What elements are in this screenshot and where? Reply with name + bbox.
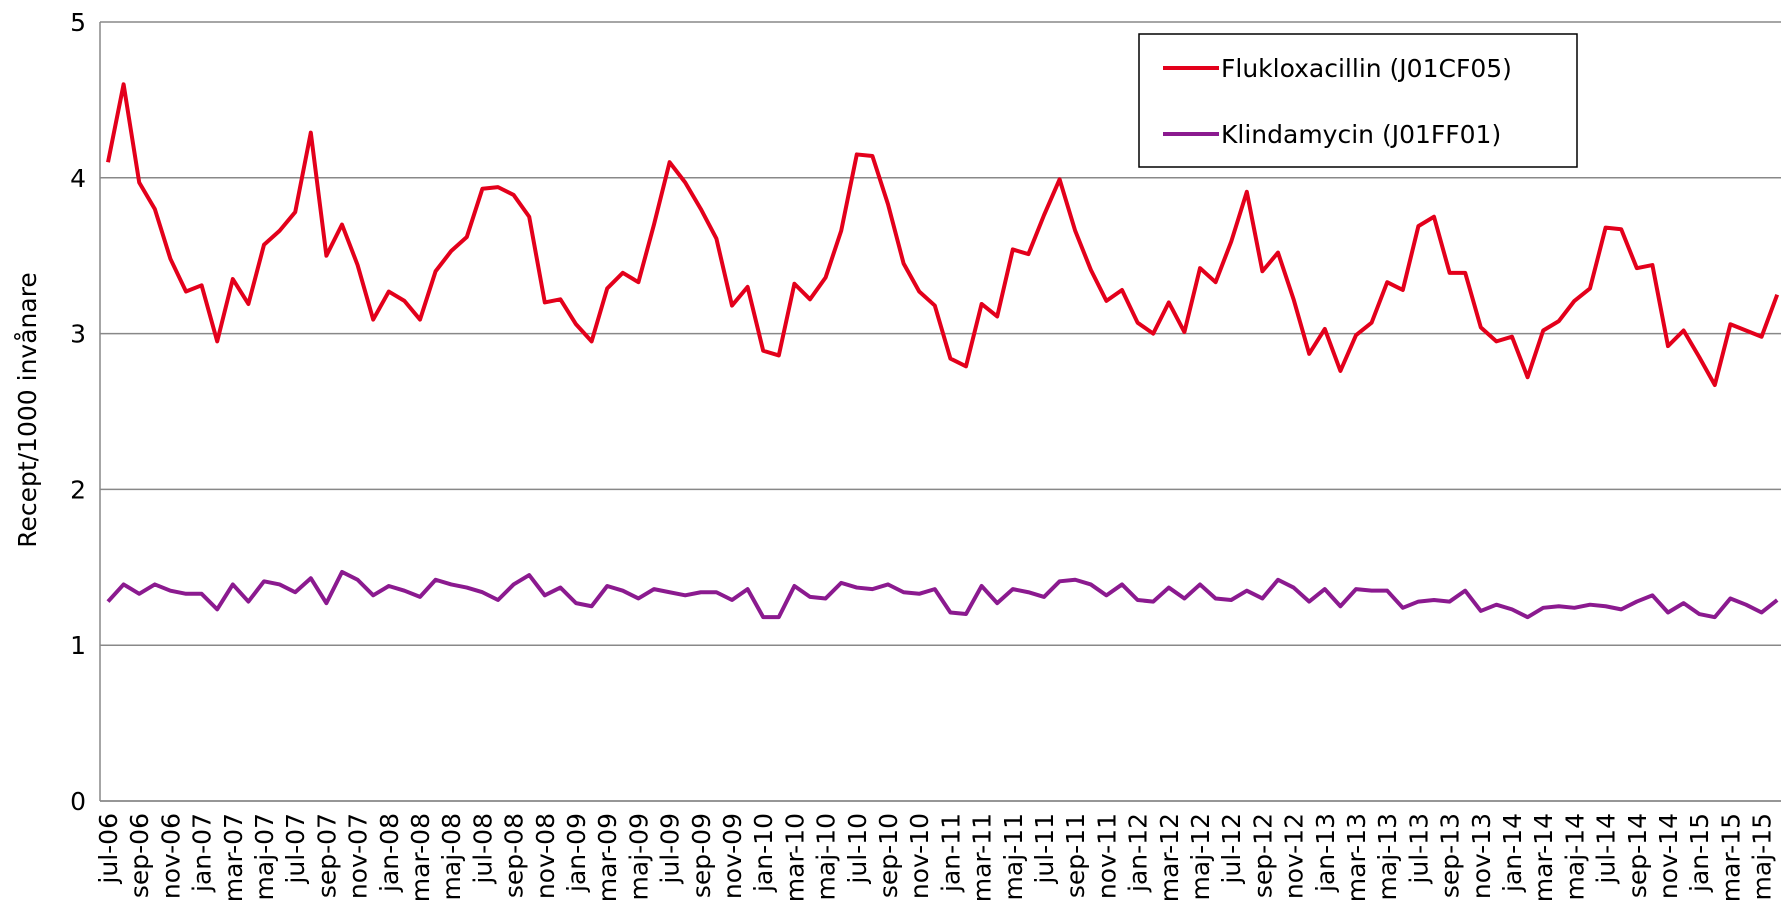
- x-tick-label: maj-11: [999, 813, 1028, 900]
- x-tick-label: nov-10: [905, 813, 934, 899]
- x-tick-label: maj-14: [1560, 813, 1589, 900]
- x-tick-label: sep-10: [874, 813, 903, 898]
- x-tick-label: mar-13: [1342, 813, 1371, 902]
- y-tick-label: 0: [70, 787, 86, 816]
- x-tick-label: jul-14: [1592, 813, 1621, 885]
- x-tick-label: jan-15: [1685, 813, 1714, 893]
- x-tick-label: nov-08: [531, 813, 560, 899]
- x-tick-label: nov-09: [718, 813, 747, 899]
- x-tick-label: jan-08: [375, 813, 404, 893]
- x-tick-label: sep-12: [1248, 813, 1277, 898]
- x-tick-label: sep-08: [500, 813, 529, 898]
- x-tick-label: maj-15: [1748, 813, 1777, 900]
- x-tick-label: maj-13: [1373, 813, 1402, 900]
- x-tick-label: sep-06: [125, 813, 154, 898]
- x-tick-label: sep-11: [1061, 813, 1090, 898]
- x-tick-label: sep-09: [687, 813, 716, 898]
- x-tick-label: nov-11: [1092, 813, 1121, 899]
- x-tick-label: nov-12: [1280, 813, 1309, 899]
- x-tick-label: mar-12: [1155, 813, 1184, 902]
- x-tick-label: jan-11: [936, 813, 965, 893]
- x-tick-label: maj-09: [624, 813, 653, 900]
- x-tick-label: jul-13: [1404, 813, 1433, 885]
- y-tick-label: 4: [70, 164, 86, 193]
- x-tick-label: jan-13: [1311, 813, 1340, 893]
- x-tick-label: jul-06: [94, 813, 123, 885]
- y-tick-label: 2: [70, 475, 86, 504]
- x-tick-label: nov-07: [344, 813, 373, 899]
- x-tick-label: jul-08: [468, 813, 497, 885]
- x-tick-label: mar-07: [219, 813, 248, 902]
- y-tick-label: 1: [70, 631, 86, 660]
- y-tick-label: 3: [70, 320, 86, 349]
- x-tick-label: mar-14: [1529, 813, 1558, 902]
- series-line: [106, 569, 1779, 620]
- x-tick-label: jul-11: [1030, 813, 1059, 885]
- x-tick-label: jan-07: [188, 813, 217, 893]
- x-tick-label: maj-12: [1186, 813, 1215, 900]
- x-tick-label: sep-07: [312, 813, 341, 898]
- x-tick-label: mar-08: [406, 813, 435, 902]
- x-tick-label: maj-08: [437, 813, 466, 900]
- legend-label: Klindamycin (J01FF01): [1221, 120, 1501, 149]
- x-tick-label: nov-06: [156, 813, 185, 899]
- x-tick-label: jan-12: [1124, 813, 1153, 893]
- x-tick-label: jul-09: [656, 813, 685, 885]
- x-tick-label: mar-15: [1716, 813, 1745, 902]
- x-tick-label: nov-13: [1467, 813, 1496, 899]
- legend-label: Flukloxacillin (J01CF05): [1221, 54, 1512, 83]
- x-tick-label: jul-10: [843, 813, 872, 885]
- legend-box: [1138, 33, 1578, 168]
- x-tick-label: jan-14: [1498, 813, 1527, 893]
- x-tick-label: jul-07: [281, 813, 310, 885]
- x-tick-label: maj-07: [250, 813, 279, 900]
- x-tick-label: nov-14: [1654, 813, 1683, 899]
- x-tick-label: sep-13: [1436, 813, 1465, 898]
- x-tick-label: mar-11: [968, 813, 997, 902]
- x-tick-label: mar-09: [593, 813, 622, 902]
- x-tick-label: maj-10: [812, 813, 841, 900]
- series-line: [106, 82, 1780, 388]
- x-tick-label: jul-12: [1217, 813, 1246, 885]
- x-tick-label: jan-10: [749, 813, 778, 893]
- x-tick-label: jan-09: [562, 813, 591, 893]
- y-tick-label: 5: [70, 8, 86, 37]
- x-tick-label: mar-10: [780, 813, 809, 902]
- y-axis-title: Recept/1000 invånare: [13, 272, 42, 548]
- x-tick-label: sep-14: [1623, 813, 1652, 898]
